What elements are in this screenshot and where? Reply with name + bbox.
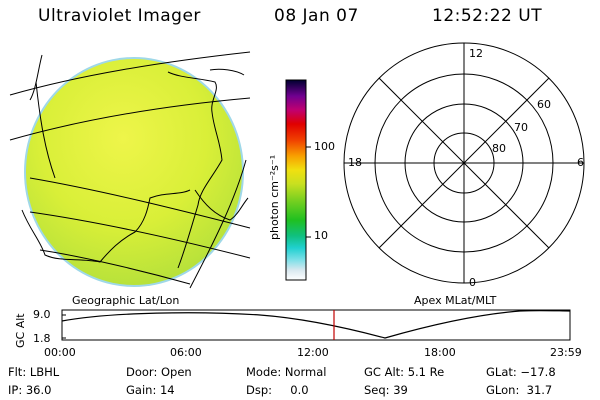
lat-line-2: [9, 97, 251, 141]
colorbar-label: photon cm⁻²s⁻¹: [268, 155, 281, 240]
polar-diag-2: [378, 77, 550, 249]
lat-line-4: [29, 211, 251, 259]
colorbar: [285, 79, 311, 281]
coast-5: [194, 189, 249, 221]
map-overlay: [9, 51, 251, 289]
alt-xtick-3: 18:00: [424, 346, 456, 359]
mlt-label-6: 6: [577, 156, 584, 169]
app-title: Ultraviolet Imager: [38, 6, 201, 26]
time-label: 12:52:22 UT: [432, 6, 543, 26]
mlat-label-70: 70: [514, 121, 528, 134]
status-ip: IP: 36.0: [8, 383, 52, 397]
status-glon: GLon: 31.7: [486, 383, 553, 397]
lon-line-2: [189, 159, 247, 289]
alt-xtick-4: 23:59: [550, 346, 582, 359]
lat-line-5: [39, 249, 191, 285]
altitude-ylabel: GC Alt: [14, 313, 27, 348]
status-seq: Seq: 39: [364, 383, 408, 397]
mlt-label-18: 18: [348, 156, 362, 169]
status-glat: GLat: −17.8: [486, 365, 556, 379]
alt-tick-label-top: 9.0: [33, 308, 51, 321]
polar-plot: [343, 42, 585, 284]
alt-xtick-0: 00:00: [44, 346, 76, 359]
alt-xtick-1: 06:00: [170, 346, 202, 359]
mlat-label-80: 80: [492, 142, 506, 155]
mlt-label-12: 12: [469, 47, 483, 60]
coast-3: [209, 68, 245, 76]
colorbar-tick-label-high: 100: [314, 140, 335, 153]
colorbar-tick-label-low: 10: [314, 229, 328, 242]
status-mode: Mode: Normal: [246, 365, 327, 379]
coast-1: [29, 54, 43, 101]
lon-line-1: [35, 81, 56, 179]
colorbar-gradient: [285, 79, 307, 281]
alt-tick-label-bottom: 1.8: [33, 332, 51, 345]
earth-disk: [26, 59, 242, 285]
status-gcalt: GC Alt: 5.1 Re: [364, 365, 445, 379]
status-flt: Flt: LBHL: [8, 365, 60, 379]
status-door: Door: Open: [126, 365, 192, 379]
status-gain: Gain: 14: [126, 383, 175, 397]
status-dsp: Dsp: 0.0: [246, 383, 309, 397]
mlat-label-60: 60: [537, 98, 551, 111]
geographic-caption: Geographic Lat/Lon: [72, 294, 180, 307]
altitude-plot: [61, 309, 571, 341]
coast-2: [167, 71, 223, 269]
uv-earth-image: [24, 57, 244, 287]
coast-4: [21, 189, 191, 263]
mlt-label-0: 0: [469, 276, 476, 289]
alt-xtick-2: 12:00: [297, 346, 329, 359]
date-label: 08 Jan 07: [274, 6, 359, 26]
altitude-curve: [61, 309, 571, 339]
apex-caption: Apex MLat/MLT: [414, 294, 497, 307]
